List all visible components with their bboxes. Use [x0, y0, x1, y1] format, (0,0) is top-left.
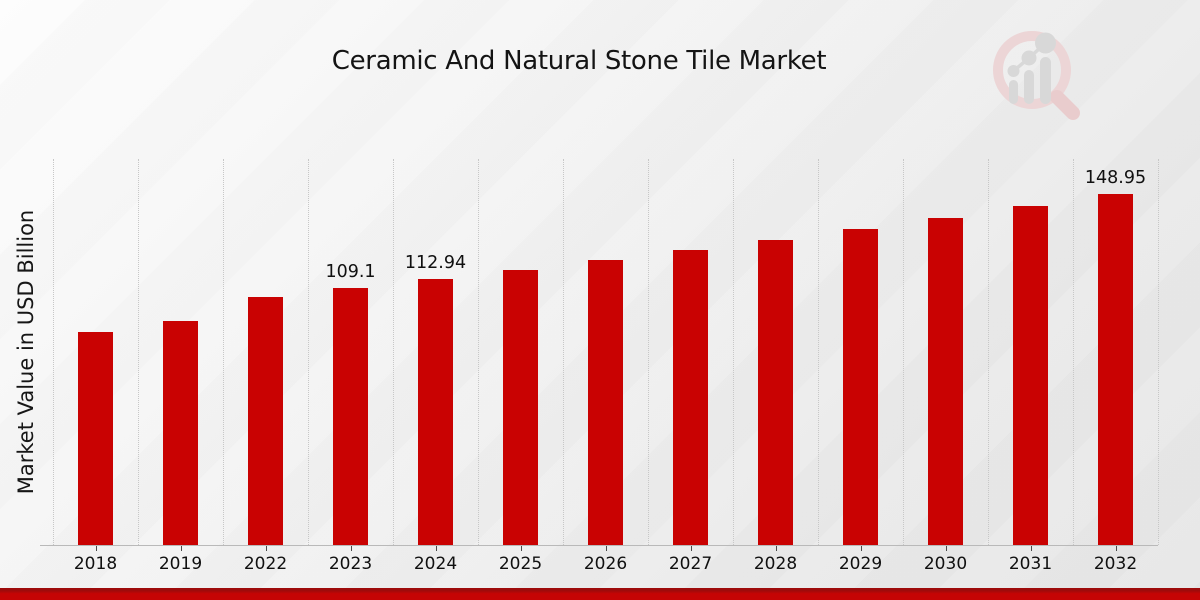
- bar-2025: [503, 270, 538, 545]
- x-axis-tick: [860, 546, 862, 551]
- x-tick-label-2026: 2026: [583, 554, 628, 574]
- vertical-gridline: [1158, 159, 1159, 545]
- x-tick-label-2024: 2024: [413, 554, 458, 574]
- logo-bar-2: [1024, 70, 1034, 104]
- bar-2028: [758, 240, 793, 545]
- bar-2023: [333, 288, 368, 545]
- x-axis-line: [40, 545, 1158, 546]
- logo-bar-3: [1040, 57, 1051, 104]
- logo-dot-2: [1021, 50, 1037, 66]
- bar-value-label-2032: 148.95: [1084, 168, 1147, 188]
- x-axis-tick: [180, 546, 182, 551]
- x-tick-label-2023: 2023: [328, 554, 373, 574]
- y-axis-label: Market Value in USD Billion: [14, 209, 38, 495]
- vertical-gridline: [733, 159, 734, 545]
- x-tick-label-2030: 2030: [923, 554, 968, 574]
- magnifier-bar-chart-logo-icon: [993, 31, 1080, 120]
- x-axis-tick: [945, 546, 947, 551]
- magnifier-ring: [993, 31, 1071, 109]
- x-axis-tick: [95, 546, 97, 551]
- logo-dot-1: [1007, 65, 1020, 77]
- bar-2024: [418, 279, 453, 545]
- bar-2026: [588, 260, 623, 545]
- vertical-gridline: [818, 159, 819, 545]
- vertical-gridline: [903, 159, 904, 545]
- vertical-gridline: [138, 159, 139, 545]
- x-axis-tick: [690, 546, 692, 551]
- bar-2022: [248, 297, 283, 545]
- x-tick-label-2032: 2032: [1093, 554, 1138, 574]
- x-axis-tick: [1115, 546, 1117, 551]
- x-axis-tick: [605, 546, 607, 551]
- bar-2027: [673, 250, 708, 545]
- vertical-gridline: [308, 159, 309, 545]
- chart-title: Ceramic And Natural Stone Tile Market: [331, 46, 827, 76]
- logo-dot-3: [1035, 32, 1056, 54]
- x-tick-label-2022: 2022: [243, 554, 288, 574]
- footer-accent-bar: [0, 588, 1200, 600]
- x-tick-label-2025: 2025: [498, 554, 543, 574]
- x-axis-tick: [350, 546, 352, 551]
- x-axis-tick: [1030, 546, 1032, 551]
- vertical-gridline: [988, 159, 989, 545]
- vertical-gridline: [393, 159, 394, 545]
- x-tick-label-2031: 2031: [1008, 554, 1053, 574]
- bar-value-label-2023: 109.1: [325, 262, 376, 282]
- bar-2019: [163, 321, 198, 545]
- vertical-gridline: [648, 159, 649, 545]
- x-axis-tick: [265, 546, 267, 551]
- bar-2032: [1098, 194, 1133, 545]
- x-axis-tick: [775, 546, 777, 551]
- vertical-gridline: [478, 159, 479, 545]
- bar-2029: [843, 229, 878, 545]
- bar-2031: [1013, 206, 1048, 545]
- vertical-gridline: [53, 159, 54, 545]
- vertical-gridline: [563, 159, 564, 545]
- bar-2030: [928, 218, 963, 545]
- x-tick-label-2019: 2019: [158, 554, 203, 574]
- vertical-gridline: [1073, 159, 1074, 545]
- logo-bar-1: [1009, 80, 1018, 104]
- x-axis-tick: [520, 546, 522, 551]
- magnifier-handle: [1050, 90, 1080, 120]
- x-tick-label-2028: 2028: [753, 554, 798, 574]
- x-tick-label-2018: 2018: [73, 554, 118, 574]
- bar-value-label-2024: 112.94: [404, 253, 467, 273]
- vertical-gridline: [223, 159, 224, 545]
- x-tick-label-2027: 2027: [668, 554, 713, 574]
- plot-area: 2018 2019 2022 2023 109.1 2024 112.94 2025 2026 2…: [40, 159, 1159, 574]
- bar-2018: [78, 332, 113, 545]
- x-axis-tick: [435, 546, 437, 551]
- x-tick-label-2029: 2029: [838, 554, 883, 574]
